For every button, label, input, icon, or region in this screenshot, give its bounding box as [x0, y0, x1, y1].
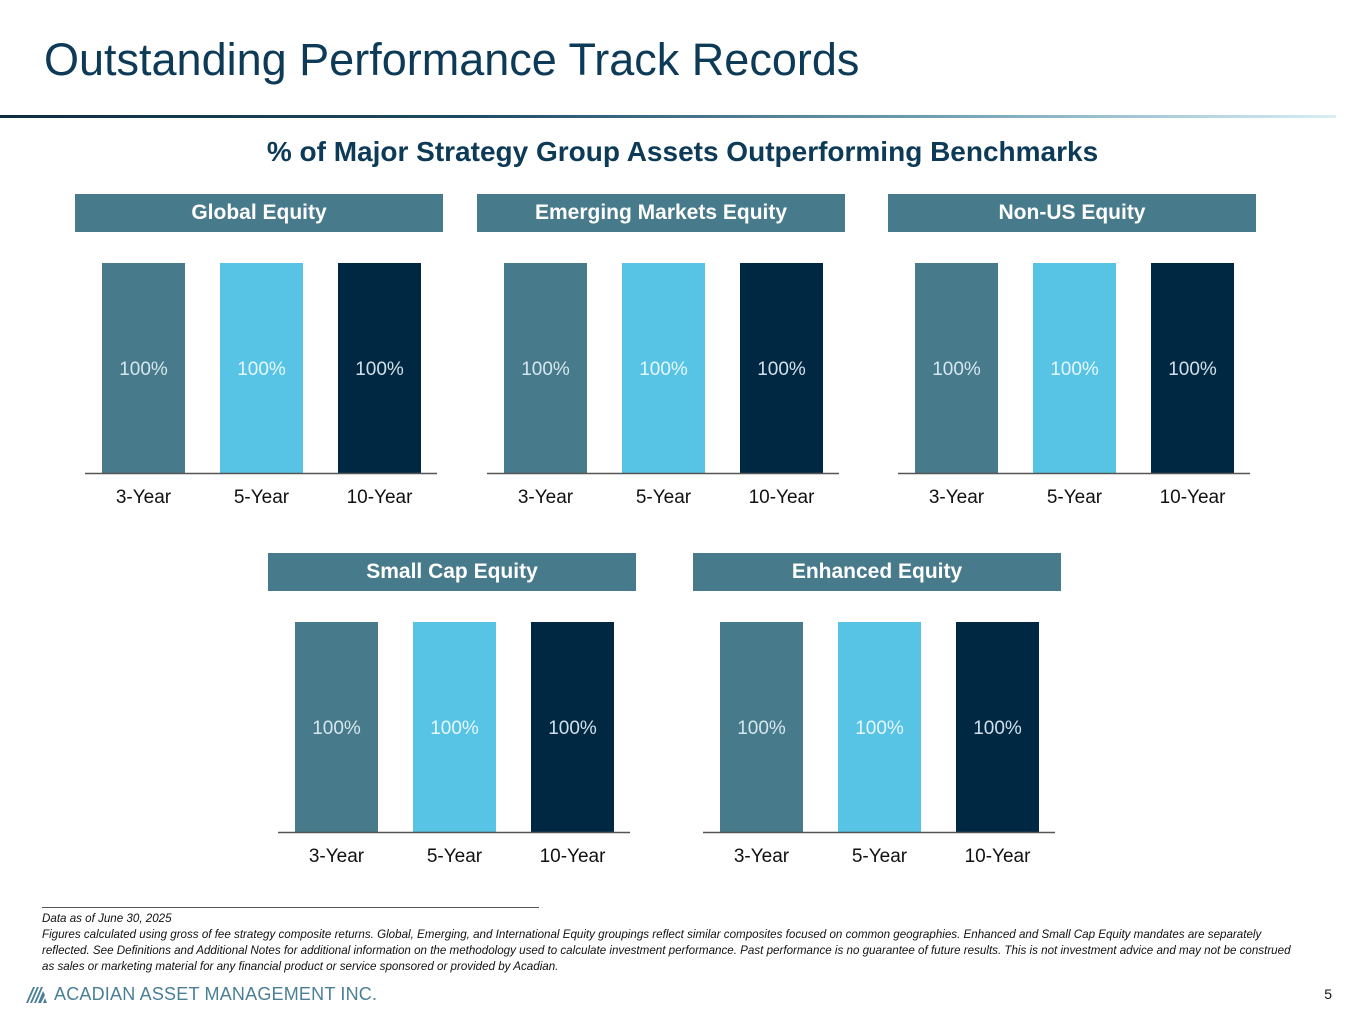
bar-3-year: [295, 622, 378, 832]
chart-subtitle: % of Major Strategy Group Assets Outperf…: [266, 136, 1099, 167]
tick-label-10-year: 10-Year: [965, 846, 1032, 867]
data-label-3-year: 100%: [312, 718, 361, 739]
tick-label-3-year: 3-Year: [929, 487, 985, 508]
bar-5-year: [838, 622, 921, 832]
data-label-3-year: 100%: [737, 718, 786, 739]
chart-panel-enhanced-equity: Enhanced Equity 100% 3-Year 100% 5-Year 100%…: [693, 553, 1063, 873]
bar-chart: 100% 3-Year 100% 5-Year 100% 10-Year: [278, 622, 630, 867]
panel-header: Small Cap Equity: [268, 553, 636, 591]
tick-label-5-year: 5-Year: [636, 487, 692, 508]
bar-3-year: [102, 263, 185, 473]
tick-label-5-year: 5-Year: [852, 846, 908, 867]
tick-label-3-year: 3-Year: [116, 487, 172, 508]
chart-panel-small-cap-equity: Small Cap Equity 100% 3-Year 100% 5-Year 100…: [268, 553, 638, 873]
bar-5-year: [1033, 263, 1116, 473]
bar-chart: 100% 3-Year 100% 5-Year 100% 10-Year: [703, 622, 1055, 867]
tick-label-3-year: 3-Year: [309, 846, 365, 867]
panel-header: Global Equity: [75, 194, 443, 232]
tick-label-5-year: 5-Year: [427, 846, 483, 867]
data-label-10-year: 100%: [757, 359, 806, 380]
page-title: Outstanding Performance Track Records: [44, 34, 860, 85]
tick-label-3-year: 3-Year: [734, 846, 790, 867]
bar-5-year: [622, 263, 705, 473]
tick-label-5-year: 5-Year: [234, 487, 290, 508]
bar-chart: 100% 3-Year 100% 5-Year 100% 10-Year: [487, 263, 839, 508]
acadian-logo-icon: [26, 987, 47, 1003]
bar-3-year: [915, 263, 998, 473]
footnote-date: Data as of June 30, 2025: [42, 912, 172, 925]
footnote-divider: [42, 907, 539, 908]
footnote-disclaimer: Figures calculated using gross of fee st…: [42, 928, 1291, 973]
tick-label-5-year: 5-Year: [1047, 487, 1103, 508]
tick-label-10-year: 10-Year: [540, 846, 607, 867]
company-logo: ACADIAN ASSET MANAGEMENT INC.: [26, 983, 377, 1005]
bar-3-year: [504, 263, 587, 473]
bar-10-year: [740, 263, 823, 473]
data-label-10-year: 100%: [355, 359, 404, 380]
data-label-5-year: 100%: [430, 718, 479, 739]
chart-panel-global-equity: Global Equity 100% 3-Year 100% 5-Year 100% 10…: [75, 194, 445, 514]
bar-chart: 100% 3-Year 100% 5-Year 100% 10-Year: [898, 263, 1250, 508]
bar-10-year: [1151, 263, 1234, 473]
bar-3-year: [720, 622, 803, 832]
footnotes: Data as of June 30, 2025 Figures calcula…: [42, 911, 1304, 975]
data-label-10-year: 100%: [973, 718, 1022, 739]
bar-10-year: [338, 263, 421, 473]
title-divider: [0, 115, 1336, 118]
data-label-3-year: 100%: [932, 359, 981, 380]
bar-chart: 100% 3-Year 100% 5-Year 100% 10-Year: [85, 263, 437, 508]
data-label-3-year: 100%: [119, 359, 168, 380]
tick-label-3-year: 3-Year: [518, 487, 574, 508]
data-label-5-year: 100%: [1050, 359, 1099, 380]
data-label-10-year: 100%: [1168, 359, 1217, 380]
data-label-3-year: 100%: [521, 359, 570, 380]
panel-header: Enhanced Equity: [693, 553, 1061, 591]
data-label-5-year: 100%: [639, 359, 688, 380]
logo-text: ACADIAN ASSET MANAGEMENT INC.: [54, 983, 378, 1004]
page-number: 5: [1324, 986, 1332, 1002]
chart-panel-emerging-markets-equity: Emerging Markets Equity 100% 3-Year 100% 5-…: [477, 194, 847, 514]
bar-10-year: [531, 622, 614, 832]
data-label-10-year: 100%: [548, 718, 597, 739]
bar-10-year: [956, 622, 1039, 832]
data-label-5-year: 100%: [237, 359, 286, 380]
panel-header: Non-US Equity: [888, 194, 1256, 232]
bar-5-year: [413, 622, 496, 832]
tick-label-10-year: 10-Year: [749, 487, 816, 508]
panel-header: Emerging Markets Equity: [477, 194, 845, 232]
tick-label-10-year: 10-Year: [1160, 487, 1227, 508]
tick-label-10-year: 10-Year: [347, 487, 414, 508]
bar-5-year: [220, 263, 303, 473]
chart-panel-non-us-equity: Non-US Equity 100% 3-Year 100% 5-Year 100% 10…: [888, 194, 1258, 514]
data-label-5-year: 100%: [855, 718, 904, 739]
